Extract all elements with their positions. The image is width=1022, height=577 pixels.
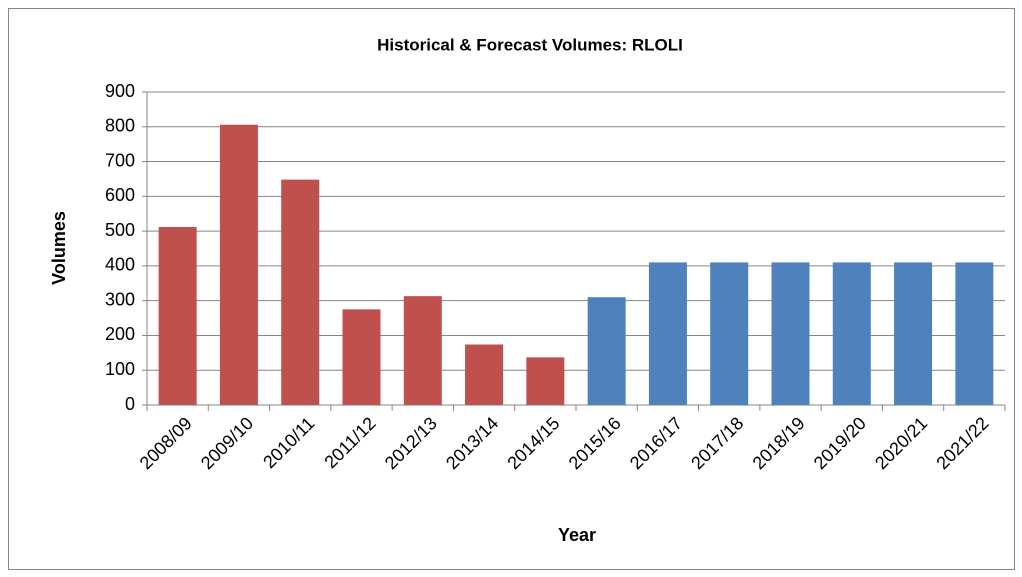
bar (342, 309, 381, 405)
bar (281, 179, 320, 405)
bar (955, 262, 994, 405)
y-tick-label: 800 (105, 116, 135, 136)
bar (771, 262, 810, 405)
y-tick-label: 400 (105, 255, 135, 275)
y-tick-label: 100 (105, 359, 135, 379)
bar (158, 226, 197, 405)
y-tick-label: 200 (105, 324, 135, 344)
bar (465, 344, 504, 405)
bar (403, 296, 442, 405)
y-axis-label: Volumes (49, 211, 69, 285)
y-tick-label: 500 (105, 220, 135, 240)
bar (832, 262, 871, 405)
bar (526, 357, 565, 405)
y-tick-label: 300 (105, 289, 135, 309)
bar (894, 262, 933, 405)
y-tick-label: 700 (105, 150, 135, 170)
y-tick-label: 600 (105, 185, 135, 205)
chart-title: Historical & Forecast Volumes: RLOLI (377, 35, 683, 54)
bar (710, 262, 749, 405)
y-tick-label: 0 (125, 394, 135, 414)
x-axis-label: Year (558, 525, 596, 545)
y-tick-label: 900 (105, 81, 135, 101)
bar (219, 124, 258, 406)
bar (648, 262, 687, 405)
bar (587, 297, 626, 405)
